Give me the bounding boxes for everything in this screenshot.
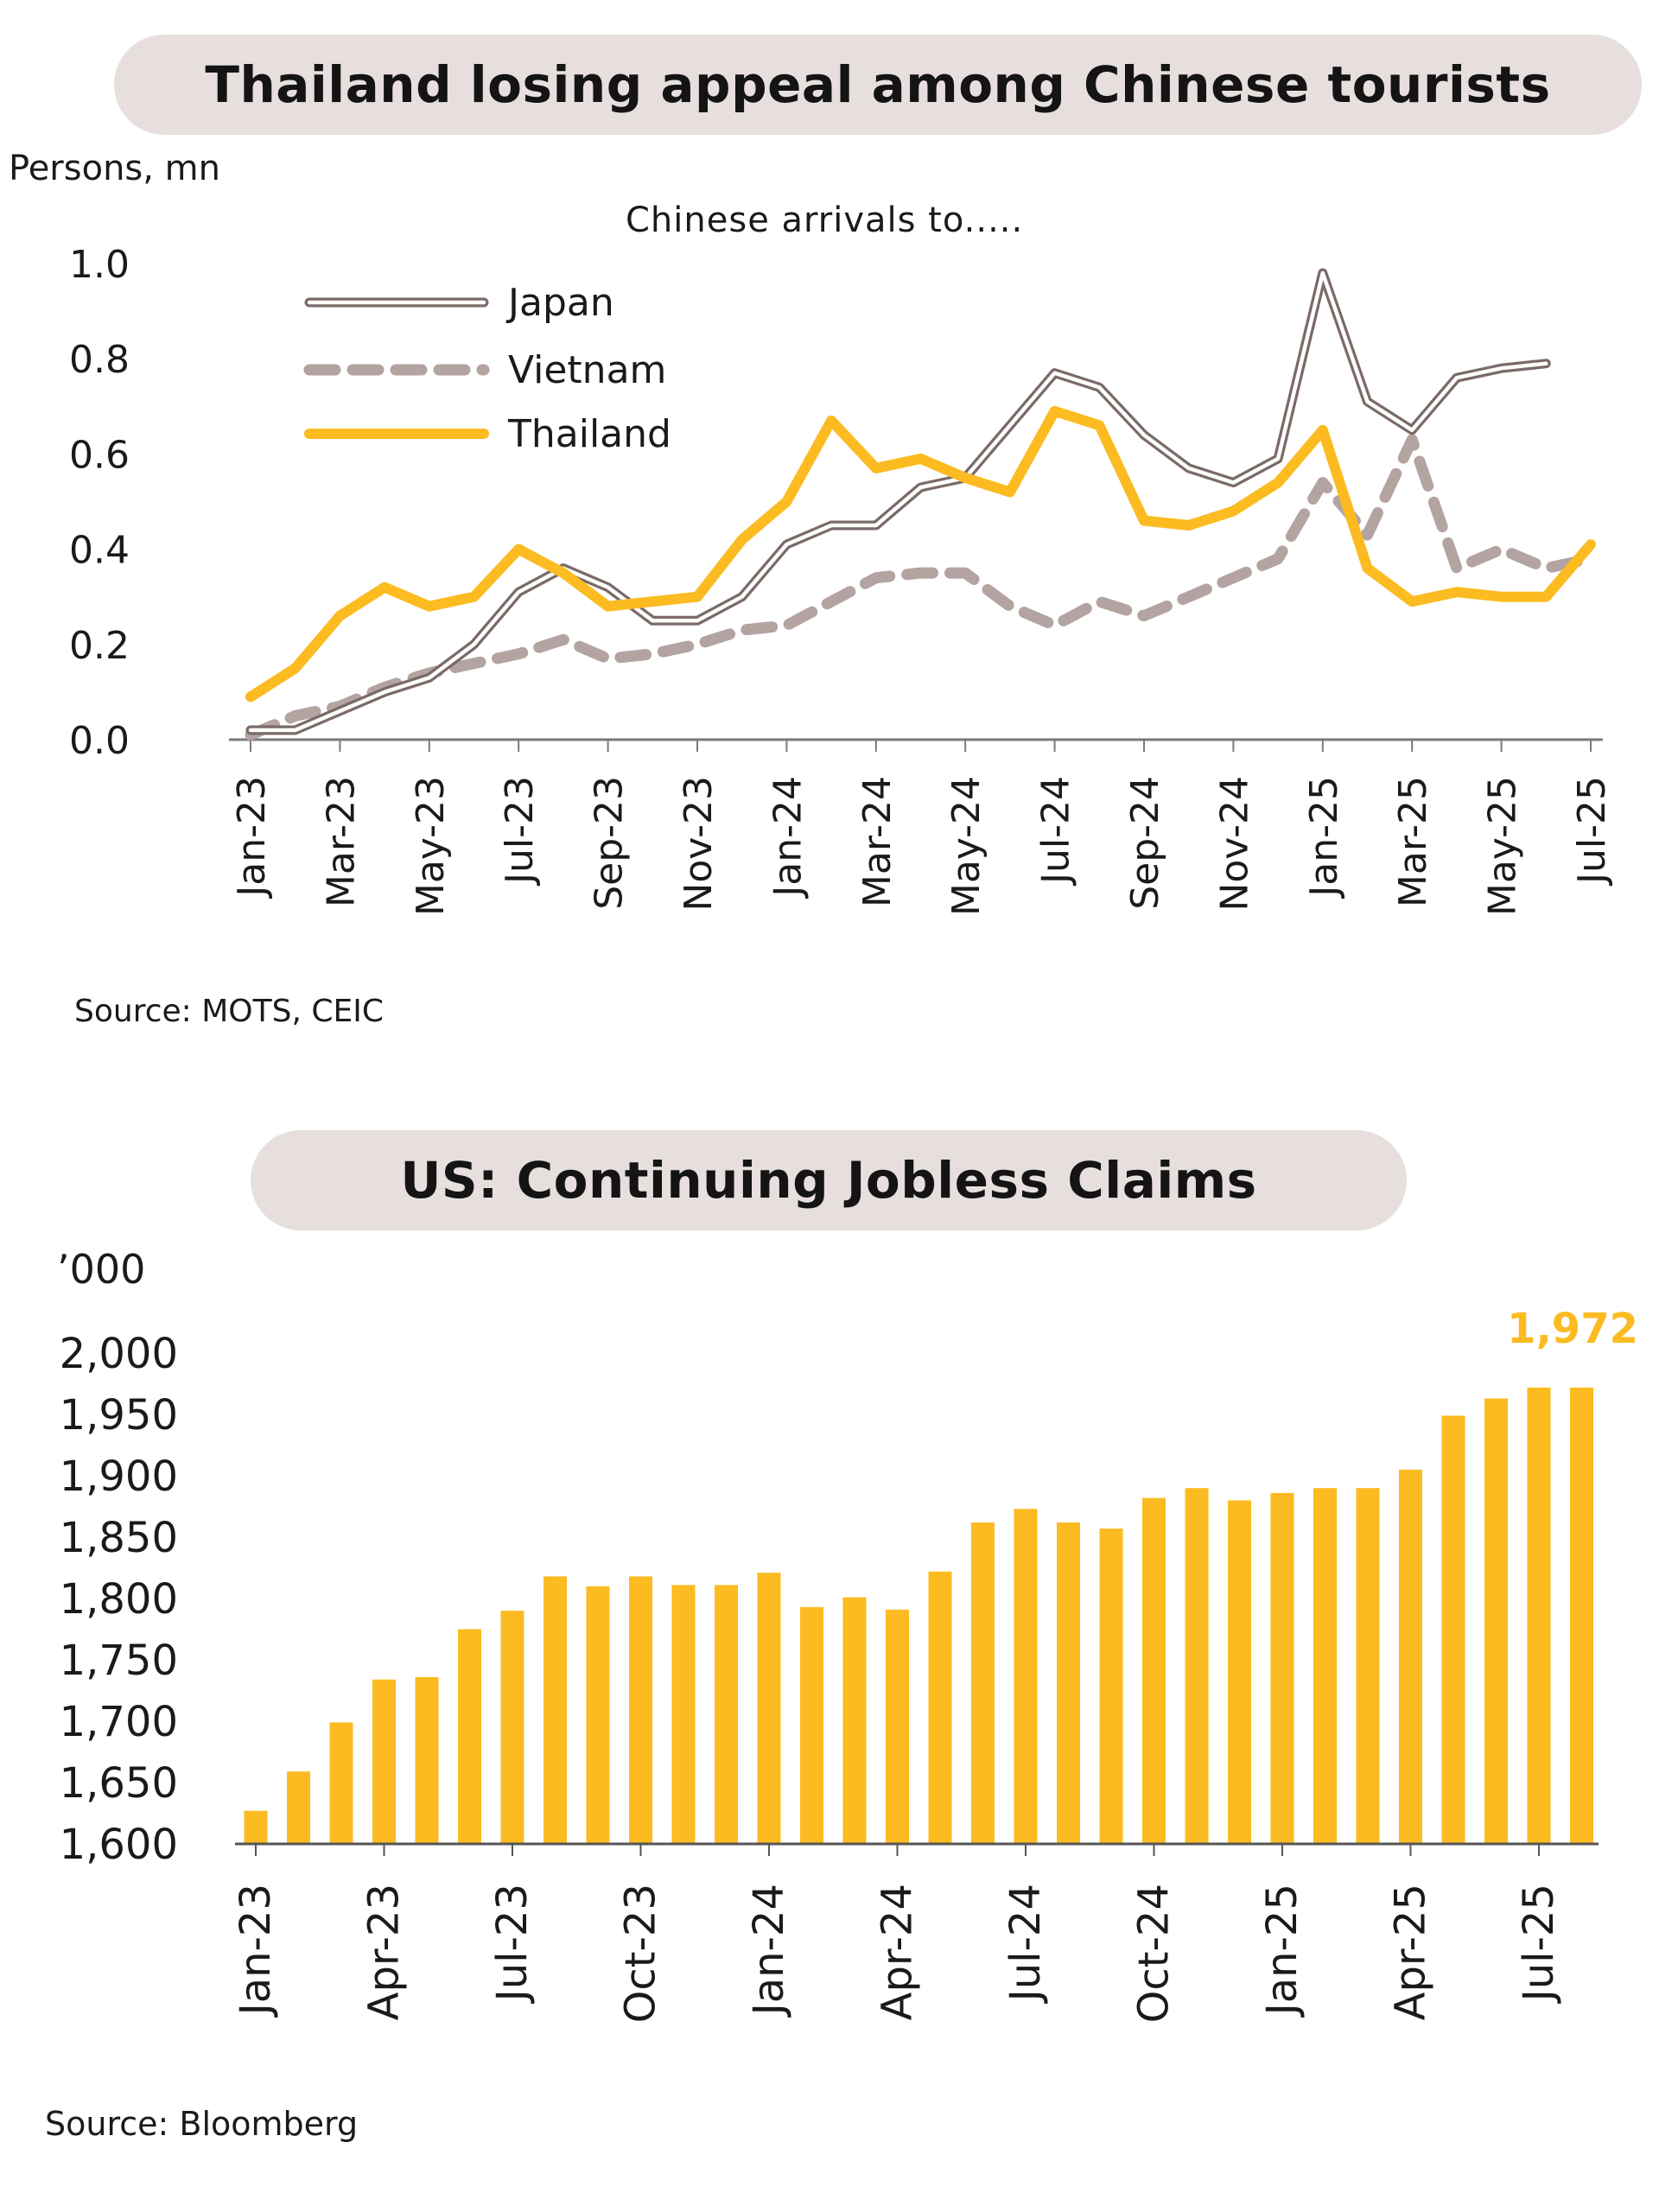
bar: [1441, 1415, 1465, 1844]
chart1-x-tick-label: Jul-25: [1570, 776, 1614, 887]
chart1-y-tick-label: 1.0: [69, 243, 130, 287]
bar: [800, 1606, 823, 1844]
legend-label-japan: Japan: [505, 281, 614, 325]
chart1-y-unit-label: Persons, mn: [9, 149, 220, 188]
bar: [928, 1571, 952, 1844]
legend-label-vietnam: Vietnam: [508, 348, 666, 392]
legend-label-thailand: Thailand: [507, 412, 671, 456]
chart2-x-tick-label: Jul-24: [1001, 1884, 1050, 2004]
chart2-y-tick-label: 1,700: [60, 1698, 178, 1746]
chart2-x-tick-label: Jan-25: [1258, 1884, 1306, 2018]
bar: [458, 1629, 481, 1844]
chart2-x-tick-label: Jan-23: [232, 1884, 280, 2018]
bar: [586, 1586, 610, 1844]
chart1-y-tick-label: 0.2: [69, 624, 130, 668]
bar: [372, 1679, 396, 1844]
bar: [842, 1597, 867, 1844]
chart2-x-tick-label: Apr-23: [360, 1884, 409, 2020]
bar: [244, 1810, 268, 1844]
bar: [1484, 1398, 1508, 1844]
chart2-y-tick-label: 1,900: [60, 1452, 178, 1501]
bar: [1570, 1387, 1593, 1844]
chart2-x-tick-label: Oct-24: [1130, 1884, 1179, 2023]
chart1-x-tick-label: Jul-24: [1034, 776, 1078, 887]
chart1-x-tick-label: Sep-24: [1123, 776, 1167, 910]
chart2-x-tick-label: Jan-24: [745, 1884, 793, 2018]
chart1-x-tick-label: Mar-23: [319, 776, 363, 907]
bar: [886, 1609, 909, 1844]
bar: [1014, 1509, 1038, 1844]
bar: [1142, 1497, 1166, 1844]
bar: [1527, 1387, 1551, 1844]
chart2-y-unit-label: ’000: [57, 1246, 146, 1293]
chart2-y-tick-label: 1,650: [60, 1759, 178, 1808]
bar: [1399, 1469, 1422, 1844]
chart2-last-value-label: 1,972: [1507, 1305, 1638, 1353]
chart1-x-tick-label: Nov-23: [677, 776, 721, 912]
bar: [543, 1576, 567, 1844]
bar: [1185, 1488, 1209, 1844]
chart1-subtitle: Chinese arrivals to.....: [626, 200, 1024, 240]
chart2-title: US: Continuing Jobless Claims: [251, 1130, 1407, 1230]
chart2-x-tick-label: Jul-25: [1515, 1884, 1563, 2004]
chart2-y-tick-label: 2,000: [60, 1330, 178, 1378]
chart1-x-tick-label: May-23: [409, 776, 453, 916]
bar: [1228, 1500, 1251, 1844]
series-line-japan-inner: [248, 270, 1548, 733]
chart1-x-tick-label: May-25: [1481, 776, 1525, 916]
series-line-japan: [245, 268, 1551, 735]
series-line-thailand: [245, 405, 1596, 702]
bar: [500, 1611, 524, 1844]
chart2-x-tick-label: Jul-23: [488, 1884, 537, 2004]
chart2-x-tick-label: Oct-23: [617, 1884, 665, 2023]
bar: [1099, 1529, 1123, 1844]
chart1-x-tick-label: May-24: [944, 776, 988, 916]
chart1-y-tick-label: 0.4: [69, 529, 130, 573]
chart1-y-tick-label: 0.0: [69, 719, 130, 763]
chart1-source: Source: MOTS, CEIC: [74, 994, 384, 1029]
bar: [629, 1576, 652, 1844]
bar: [1270, 1492, 1294, 1844]
chart1-y-tick-label: 0.6: [69, 433, 130, 477]
bar: [715, 1585, 738, 1844]
bar: [287, 1771, 310, 1844]
bar: [1057, 1522, 1080, 1844]
bar: [415, 1676, 439, 1844]
bar: [757, 1573, 781, 1844]
chart1-x-tick-label: Sep-23: [588, 776, 632, 910]
chart1-x-tick-label: Jan-25: [1302, 776, 1346, 899]
chart2-x-tick-label: Apr-24: [874, 1884, 922, 2020]
chart2-y-tick-label: 1,600: [60, 1821, 178, 1869]
bar: [1356, 1488, 1380, 1844]
chart1-x-tick-label: Jul-23: [498, 776, 542, 887]
chart1-x-tick-label: Mar-24: [855, 776, 899, 907]
chart1-title: Thailand losing appeal among Chinese tou…: [114, 35, 1642, 135]
chart2-y-tick-label: 1,850: [60, 1514, 178, 1562]
chart2-y-tick-label: 1,750: [60, 1637, 178, 1685]
bar: [329, 1722, 353, 1844]
series-line-vietnam: [245, 434, 1597, 741]
chart2-x-tick-label: Apr-25: [1387, 1884, 1435, 2020]
chart2-source: Source: Bloomberg: [45, 2105, 359, 2143]
chart2-y-tick-label: 1,800: [60, 1575, 178, 1624]
chart1-y-tick-label: 0.8: [69, 338, 130, 382]
chart2-y-tick-label: 1,950: [60, 1391, 178, 1440]
chart1-x-tick-label: Nov-24: [1212, 776, 1256, 912]
chart1-x-tick-label: Jan-23: [230, 776, 274, 899]
bar: [971, 1522, 995, 1844]
chart1-x-tick-label: Jan-24: [766, 776, 810, 899]
bar: [1313, 1488, 1337, 1844]
bar: [671, 1585, 696, 1844]
chart1-x-tick-label: Mar-25: [1391, 776, 1435, 907]
